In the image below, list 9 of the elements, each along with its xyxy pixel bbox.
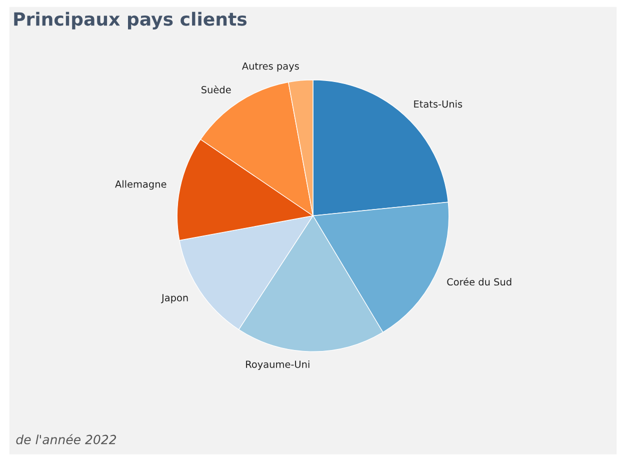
slice-label: Japon <box>160 294 188 304</box>
slice-label: Royaume-Uni <box>246 360 310 370</box>
slice-label: Suède <box>202 85 231 94</box>
slice-label: Allemagne <box>115 180 166 190</box>
slice-label: Etats-Unis <box>414 100 462 108</box>
text: de l'année 2022 <box>16 434 116 444</box>
slice-label: Autres pays <box>242 62 299 72</box>
chart-title: Principaux pays clients <box>14 12 247 30</box>
slice-label: Corée du Sud <box>447 278 512 286</box>
